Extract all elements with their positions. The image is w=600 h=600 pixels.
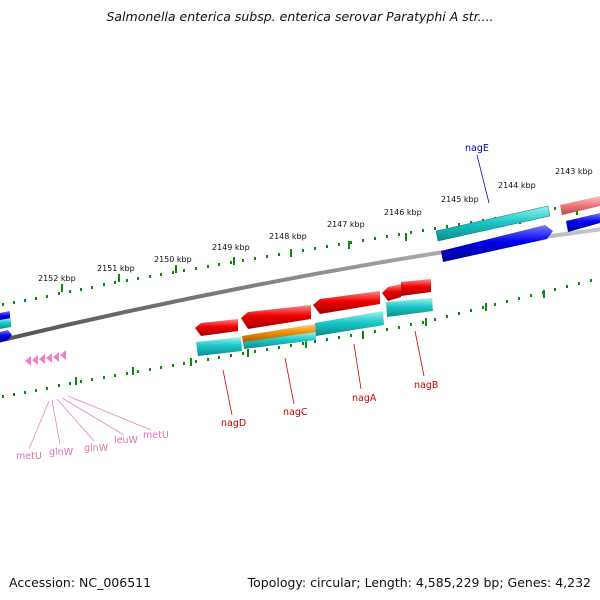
nagA-gene-arrow — [313, 291, 380, 314]
blue-gene-feature — [0, 330, 12, 342]
cyan-gene-block — [386, 298, 433, 317]
cyan-gene-block — [196, 337, 242, 356]
trna-arrow-icon — [46, 353, 52, 363]
trna-cluster — [25, 350, 66, 366]
nagB-gene-arrow — [382, 284, 401, 301]
gene-label-nagC: nagC — [283, 407, 308, 418]
nagE-gene-arrow — [435, 205, 551, 242]
left-edge-features — [0, 311, 12, 342]
nagB-gene-block — [401, 279, 431, 296]
gene-label-metU: metU — [143, 430, 169, 441]
salmon-gene-arrow — [560, 196, 600, 215]
tick-label: 2150 kbp — [154, 255, 192, 264]
cyan-gene-block — [243, 332, 316, 349]
accession-text: Accession: NC_006511 — [9, 575, 152, 590]
cyan-gene-block — [315, 311, 384, 336]
nagD-gene-arrow — [195, 319, 238, 336]
gene-labels: nagE nagD nagC nagA nagB metU glnW glnW … — [16, 143, 489, 462]
gene-label-nagD: nagD — [221, 418, 246, 429]
trna-arrow-icon — [60, 350, 66, 360]
tick-label: 2145 kbp — [441, 195, 479, 204]
inner-tick-ruler — [2, 279, 592, 398]
cyan-gene-feature — [0, 318, 11, 329]
tick-label: 2148 kbp — [269, 232, 307, 241]
gene-label-leuW: leuW — [114, 435, 139, 446]
tick-label: 2147 kbp — [327, 220, 365, 229]
label-leaders — [28, 154, 490, 450]
trna-arrow-icon — [25, 356, 31, 366]
gene-label-glnW: glnW — [84, 443, 109, 454]
tick-label: 2144 kbp — [498, 181, 536, 190]
tick-label: 2152 kbp — [38, 274, 76, 283]
genome-summary-text: Topology: circular; Length: 4,585,229 bp… — [247, 575, 591, 590]
tick-label: 2143 kbp — [555, 167, 593, 176]
gene-label-nagB: nagB — [414, 380, 438, 391]
orange-gene-block — [242, 324, 316, 343]
tick-label: 2146 kbp — [384, 208, 422, 217]
gene-label-nagA: nagA — [352, 393, 377, 404]
trna-arrow-icon — [53, 352, 59, 362]
trna-arrow-icon — [39, 354, 45, 364]
gene-label-glnW: glnW — [49, 447, 74, 458]
nagC-gene-arrow — [241, 305, 311, 329]
trna-arrow-icon — [32, 355, 38, 365]
tick-label: 2151 kbp — [97, 264, 135, 273]
gene-label-metU: metU — [16, 451, 42, 462]
blue-gene-arrow — [441, 225, 553, 262]
blue-gene-arrow — [566, 213, 600, 232]
map-title: Salmonella enterica subsp. enterica sero… — [106, 9, 494, 24]
tick-label: 2149 kbp — [212, 243, 250, 252]
gene-label-nagE: nagE — [465, 143, 489, 154]
kbp-labels: 2152 kbp 2151 kbp 2150 kbp 2149 kbp 2148… — [38, 167, 593, 283]
